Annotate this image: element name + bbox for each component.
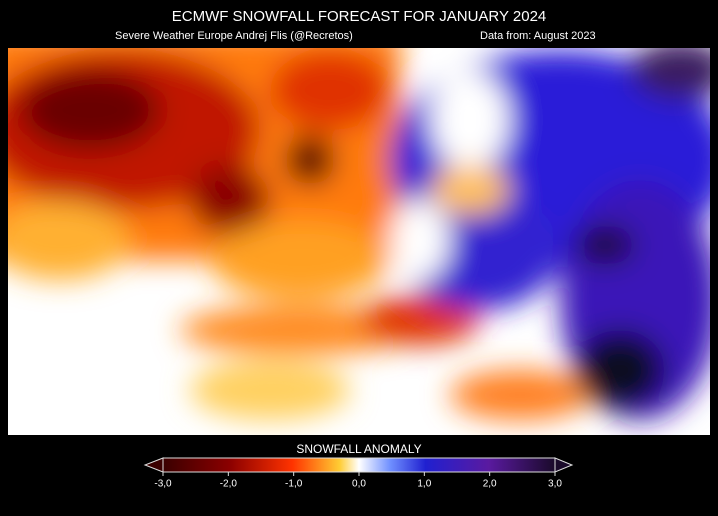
colorbar-tick-label: -1,0 <box>285 479 303 490</box>
colorbar-arrow-high <box>554 457 574 473</box>
colorbar-title: SNOWFALL ANOMALY <box>296 442 421 456</box>
colorbar-tick-label: 0,0 <box>352 479 366 490</box>
anomaly-map <box>8 48 710 435</box>
colorbar <box>162 457 556 473</box>
colorbar-arrow-low <box>143 457 164 473</box>
colorbar-tick-label: 2,0 <box>483 479 497 490</box>
title: ECMWF SNOWFALL FORECAST FOR JANUARY 2024 <box>172 8 547 25</box>
colorbar-tick-label: -3,0 <box>154 479 172 490</box>
source: Data from: August 2023 <box>480 30 596 42</box>
colorbar-tick-label: 1,0 <box>417 479 431 490</box>
colorbar-tick-label: 3,0 <box>548 479 562 490</box>
credit: Severe Weather Europe Andrej Flis (@Recr… <box>115 30 353 42</box>
colorbar-tick-label: -2,0 <box>220 479 238 490</box>
